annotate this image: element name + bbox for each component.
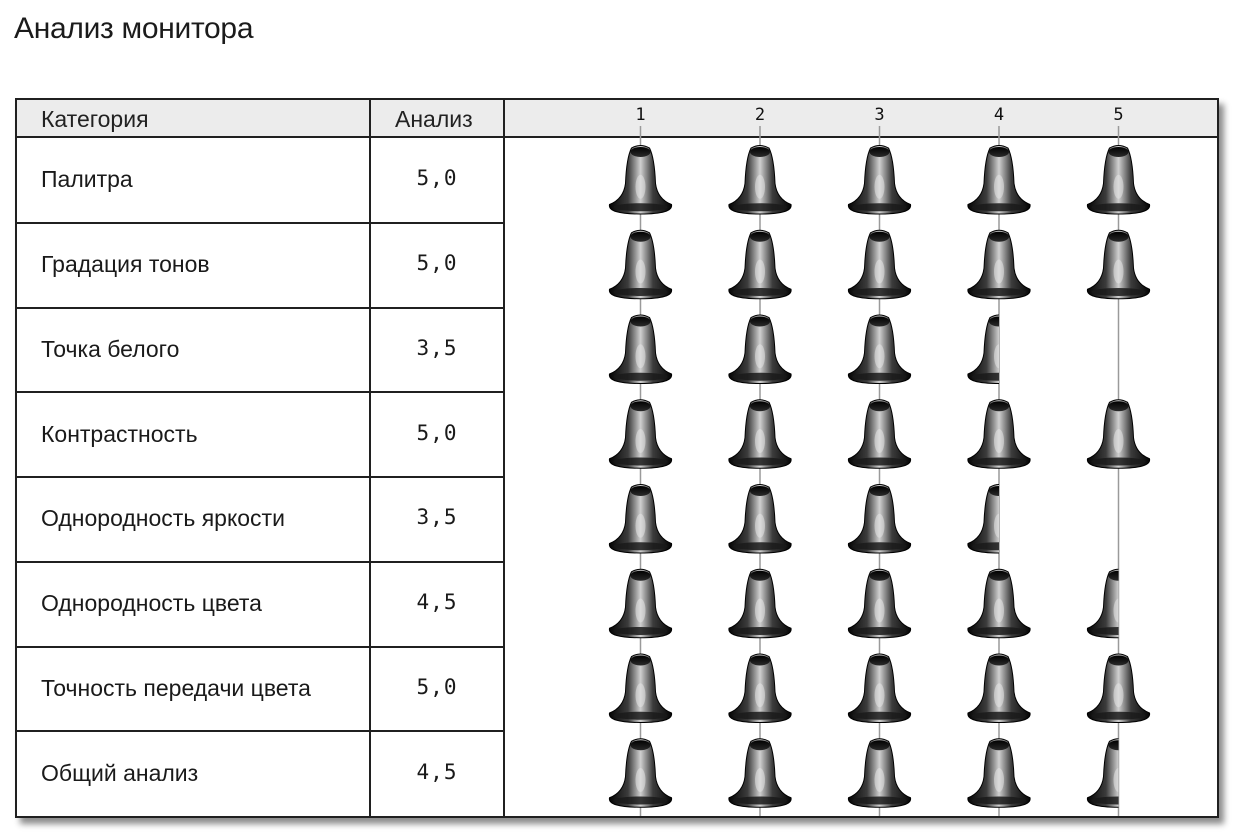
tick-label: 2 [755,105,765,125]
bell-icon [967,568,1031,639]
row-divider [17,645,503,648]
bell-icon [967,738,1031,808]
score-label: 5,0 [416,420,458,445]
bell-icon [967,145,1031,215]
bell-icon [847,738,912,808]
bell-icon [847,484,912,554]
category-label: Палитра [41,166,133,193]
tick-label: 4 [994,105,1004,125]
rating-chart: 1 2 3 4 5 [608,105,1151,816]
bell-icon [608,314,673,385]
column-divider-category [369,100,371,816]
bell-icon [728,653,792,724]
bell-icon [847,568,912,639]
page-title: Анализ монитора [14,12,254,45]
bell-icon [608,568,673,639]
tick-label: 3 [874,105,884,125]
rating-bar [608,229,1151,300]
row-divider [17,306,503,309]
column-divider-analysis [503,100,505,816]
bell-icon [728,738,792,808]
rating-table: Категория Анализ Палитра 5,0 Градация тоно… [15,98,1219,818]
bell-icon [967,229,1031,300]
score-label: 4,5 [416,590,458,615]
row-divider [17,391,503,394]
row-divider [17,221,503,224]
category-label: Однородность цвета [41,590,262,617]
bell-icon [967,399,1031,469]
rating-bar [608,145,1151,215]
tick-label: 5 [1113,105,1123,125]
table-header-row: Категория Анализ [17,100,1217,138]
score-label: 5,0 [416,251,458,276]
score-label: 5,0 [416,674,458,699]
row-divider [17,730,503,733]
bell-icon [608,484,673,554]
bell-icon [1086,399,1151,469]
category-label: Общий анализ [41,759,199,786]
score-label: 5,0 [416,166,458,191]
score-label: 4,5 [416,759,458,784]
bell-icon [728,229,792,300]
category-label: Точность передачи цвета [41,674,311,701]
score-label: 3,5 [416,505,458,530]
rating-bar [608,399,1151,469]
bell-icon [847,399,912,469]
bell-icon [1086,229,1151,300]
bell-icon [728,145,792,215]
bell-icon [1086,145,1151,215]
bell-icon [608,229,673,300]
row-divider [17,476,503,478]
rating-bar [608,314,999,385]
rating-bar [608,653,1151,724]
score-label: 3,5 [416,335,458,360]
bell-icon [728,568,792,639]
bell-icon [608,653,673,724]
row-divider [17,560,503,563]
bell-icon [608,145,673,215]
category-label: Градация тонов [41,251,210,278]
category-label: Точка белого [41,335,180,362]
category-label: Контрастность [41,420,198,447]
bell-icon [847,145,912,215]
bell-icon [847,653,912,724]
bell-icon [967,484,999,554]
bell-icon [728,314,792,385]
bell-icon [847,229,912,300]
bell-icon [1086,738,1119,808]
bell-icon [608,738,673,808]
category-label: Однородность яркости [41,505,285,532]
rating-bar [608,484,999,554]
bell-icon [1086,653,1151,724]
rating-bar [608,568,1119,639]
bell-icon [728,399,792,469]
bell-icon [847,314,912,385]
bell-icon [967,314,999,385]
tick-label: 1 [635,105,645,125]
bell-icon [967,653,1031,724]
bell-icon [728,484,792,554]
header-category: Категория [41,106,149,132]
rating-bar [608,738,1119,808]
bell-icon [608,399,673,469]
header-analysis: Анализ [395,106,473,132]
bell-icon [1086,568,1119,639]
